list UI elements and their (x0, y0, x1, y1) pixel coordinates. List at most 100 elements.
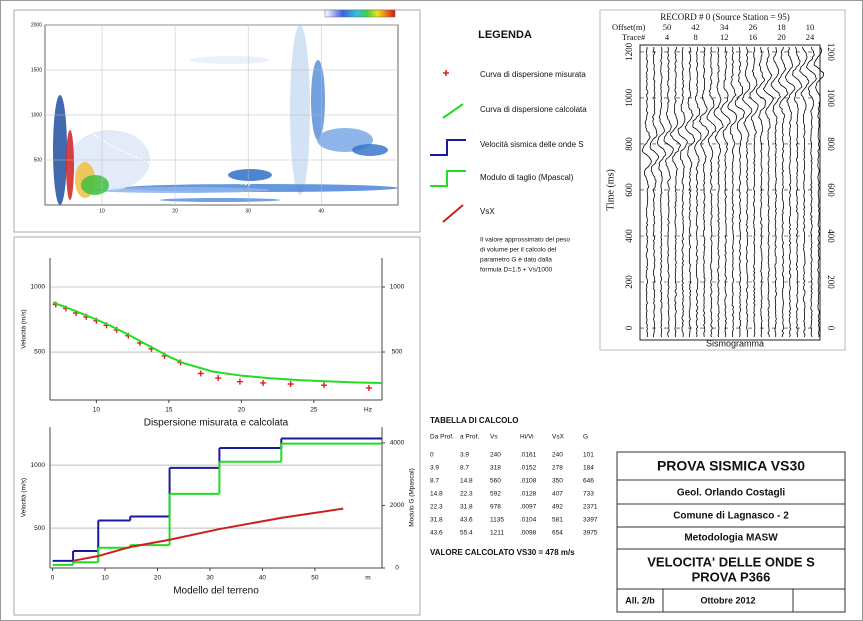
table-cell: 1135 (490, 517, 504, 524)
table-cell: 14.8 (460, 478, 473, 485)
x-tick-label: 15 (165, 407, 173, 414)
trace-value: 20 (777, 32, 786, 42)
table-cell: 43.6 (460, 517, 473, 524)
legend-note: di volume per il calcolo del (480, 247, 557, 254)
y-tick-label: 800 (624, 137, 634, 151)
trace-value: 8 (694, 32, 698, 42)
offset-value: 18 (777, 22, 786, 32)
table-header: VsX (552, 434, 565, 441)
table-cell: 101 (583, 452, 594, 459)
table-cell: 240 (552, 452, 563, 459)
table-cell: 55.4 (460, 530, 473, 537)
x-tick-label: 50 (311, 575, 319, 582)
trace-wiggle (641, 46, 652, 338)
trace-wiggle (663, 46, 674, 338)
subject: PROVA P366 (692, 569, 771, 584)
trace-wiggle (749, 46, 759, 338)
date: Ottobre 2012 (700, 595, 755, 605)
y-axis-title: Velocità (m/s) (21, 309, 28, 348)
trace-wiggle (770, 46, 781, 337)
trace-wiggle (755, 46, 767, 338)
data-point (260, 379, 267, 386)
legend-item: Modulo di taglio (Mpascal) (480, 173, 574, 182)
table-cell: .0097 (520, 504, 537, 511)
offset-value: 50 (663, 22, 672, 32)
table-cell: 350 (552, 478, 563, 485)
y-tick-label: 400 (624, 229, 634, 243)
y-tick-label-right: 600 (826, 183, 836, 197)
table-cell: 3975 (583, 530, 598, 537)
x-tick-label: 40 (259, 575, 267, 582)
table-cell: 646 (583, 478, 594, 485)
charts-panel (13, 236, 421, 616)
y-tick-label-right: 200 (826, 275, 836, 289)
y-tick-label: 200 (624, 275, 634, 289)
y-axis-title: Velocità (m/s) (21, 478, 28, 517)
data-line (52, 301, 383, 384)
table-header: G (583, 434, 588, 441)
table-cell: 978 (490, 504, 501, 511)
data-point (215, 375, 222, 382)
legend-icon (430, 170, 466, 187)
legend-item: Velocità sismica delle onde S (480, 140, 584, 149)
data-point (236, 378, 243, 385)
offset-value: 10 (806, 22, 815, 32)
table-cell: 592 (490, 491, 501, 498)
trace-wiggle (813, 46, 825, 338)
x-tick-label: 0 (51, 575, 55, 582)
energy-blob (90, 187, 270, 193)
table-header: a Prof. (460, 434, 479, 441)
y-tick-label: 1000 (31, 284, 46, 291)
table-cell: 3.9 (430, 465, 439, 472)
data-line (72, 507, 344, 562)
trace-wiggle (698, 46, 710, 338)
trace-wiggle (649, 46, 660, 338)
seismogram-title: RECORD # 0 (Source Station = 95) (660, 12, 790, 22)
trace-wiggle (684, 46, 696, 338)
trace-wiggle (692, 46, 702, 338)
table-cell: 22.3 (430, 504, 443, 511)
data-point (365, 385, 372, 392)
data-point (287, 381, 294, 388)
table-cell: 31.8 (430, 517, 443, 524)
table-cell: .0152 (520, 465, 537, 472)
table-cell: 1211 (490, 530, 504, 537)
table-header: Da Prof. (430, 434, 454, 441)
table-cell: 240 (490, 452, 501, 459)
x-tick-label: 20 (172, 208, 178, 214)
y-tick-label: 500 (34, 349, 45, 356)
table-cell: 8.7 (460, 465, 469, 472)
trace-wiggle (777, 46, 789, 338)
energy-blob (160, 198, 280, 202)
legend-note: parametro G è dato dalla (480, 257, 552, 264)
method: Metodologia MASW (684, 533, 778, 544)
y-tick-label-right: 1000 (826, 89, 836, 108)
trace-wiggle (720, 46, 731, 338)
table-cell: 654 (552, 530, 563, 537)
trace-value: 24 (806, 32, 815, 42)
table-cell: 560 (490, 478, 501, 485)
offset-label: Offset(m) (612, 22, 646, 32)
x-axis-title: Dispersione misurata e calcolata (144, 418, 289, 429)
colorbar (324, 9, 396, 18)
seismogram-panel (599, 9, 846, 351)
x-tick-label: 25 (310, 407, 318, 414)
x-tick-label: 30 (245, 208, 251, 214)
trace-wiggle (734, 46, 745, 338)
trace-wiggle (791, 46, 803, 338)
trace-wiggle (727, 46, 738, 338)
y-tick-label: 600 (624, 183, 634, 197)
legend-icon (430, 139, 466, 156)
trace-wiggle (799, 46, 810, 338)
picked-curve (74, 119, 251, 186)
legend-item: Curva di dispersione misurata (480, 70, 586, 79)
x-unit: Hz (364, 407, 372, 414)
table-cell: .0108 (520, 478, 537, 485)
y-tick-label-right: 1200 (826, 43, 836, 62)
y-tick-label-right: 0 (826, 326, 836, 331)
x-tick-label: 10 (101, 575, 109, 582)
table-cell: 318 (490, 465, 501, 472)
x-tick-label: 20 (238, 407, 246, 414)
table-cell: 278 (552, 465, 563, 472)
trace-wiggle (677, 46, 688, 338)
